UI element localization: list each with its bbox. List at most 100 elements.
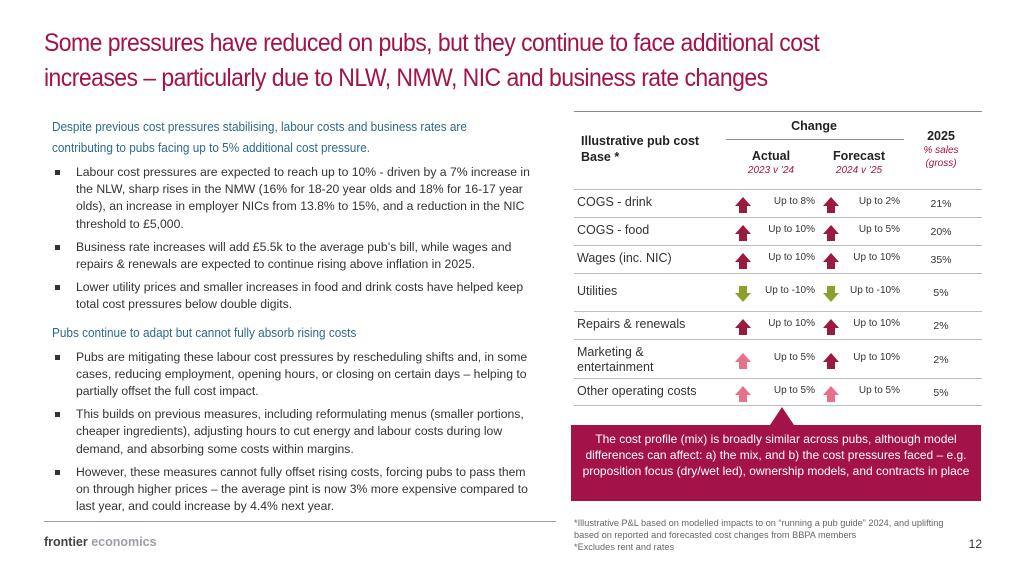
bullet-square-icon	[55, 412, 60, 418]
header-change: Change	[791, 119, 837, 133]
arrow-up-icon	[822, 196, 840, 214]
arrow-up-icon	[734, 224, 752, 242]
row-label: COGS - food	[577, 223, 649, 238]
arrow-down-icon	[822, 285, 840, 303]
bullet-text: However, these measures cannot fully off…	[76, 464, 528, 514]
header-2025: 2025	[927, 129, 955, 143]
bullet-square-icon	[55, 170, 60, 175]
row-label: Wages (inc. NIC)	[577, 251, 672, 266]
brand-name-part1: frontier	[44, 535, 88, 549]
row-label-line1: Wages (inc. NIC)	[577, 251, 672, 265]
actual-change: Up to 10%	[768, 318, 815, 329]
sales-share: 2%	[933, 353, 949, 366]
forecast-change: Up to 10%	[853, 351, 900, 363]
actual-change: Up to 10%	[768, 224, 815, 235]
title-line-1: Some pressures have reduced on pubs, but…	[44, 29, 820, 57]
row-label-line1: COGS - drink	[577, 195, 653, 209]
actual-change: Up to 10%	[768, 252, 815, 263]
row-label: Utilities	[577, 284, 617, 299]
arrow-up-icon	[734, 318, 752, 336]
footnote: *Illustrative P&L based on modelled impa…	[574, 517, 974, 553]
row-label: Marketing & entertainment	[577, 345, 653, 375]
slide-title: Some pressures have reduced on pubs, but…	[44, 26, 918, 96]
header-2025-sub: % sales (gross)	[914, 144, 968, 170]
table-row: Repairs & renewals Up to 10% Up to 10% 2%	[574, 311, 982, 340]
row-label-line2: entertainment	[577, 359, 654, 374]
bullet-item: Lower utility prices and smaller increas…	[52, 279, 542, 313]
row-label-line1: Repairs & renewals	[577, 317, 686, 331]
arrow-up-icon	[822, 318, 840, 336]
footer-rule	[44, 521, 556, 522]
forecast-change: Up to -10%	[849, 285, 900, 296]
table-row: Other operating costs Up to 5% Up to 5% 5%	[574, 378, 982, 407]
forecast-change: Up to 5%	[858, 385, 900, 396]
forecast-change: Up to 5%	[858, 224, 900, 235]
row-label-line1: Utilities	[577, 284, 618, 298]
bullet-item: Business rate increases will add £5.5k t…	[52, 239, 542, 273]
footnote-line3: *Excludes rent and rates	[574, 542, 675, 552]
arrow-up-icon	[822, 224, 840, 242]
sales-share: 2%	[933, 320, 949, 332]
arrow-up-icon	[734, 352, 752, 370]
sales-share: 35%	[930, 254, 952, 266]
page-number: 12	[968, 537, 982, 551]
footnote-line1: *Illustrative P&L based on modelled impa…	[574, 518, 944, 528]
bullet-item: Labour cost pressures are expected to re…	[52, 164, 542, 233]
bullet-item: Pubs are mitigating these labour cost pr…	[52, 349, 542, 401]
table-row: Utilities Up to -10% Up to -10% 5%	[574, 273, 982, 312]
header-2025-sub-line2: (gross)	[925, 158, 957, 169]
forecast-change: Up to 10%	[853, 252, 900, 263]
arrow-up-icon	[822, 352, 840, 370]
brand-name-part2: economics	[91, 535, 157, 549]
footnote-line2: based on reported and forecasted cost ch…	[574, 530, 857, 540]
bullet-text: Labour cost pressures are expected to re…	[76, 165, 530, 231]
section1-heading-line1: Despite previous cost pressures stabilis…	[52, 119, 467, 134]
section1-heading-line2: contributing to pubs facing up to 5% add…	[52, 140, 371, 155]
actual-change: Up to 5%	[773, 351, 815, 363]
title-line-2: increases – particularly due to NLW, NMW…	[44, 64, 768, 92]
bullet-text: Lower utility prices and smaller increas…	[76, 280, 524, 312]
arrow-up-icon	[734, 252, 752, 270]
brand-logo: frontier economics	[44, 535, 157, 549]
bullet-text: Pubs are mitigating these labour cost pr…	[76, 349, 528, 399]
table-row: COGS - drink Up to 8% Up to 2% 21%	[574, 189, 982, 218]
bullet-item: This builds on previous measures, includ…	[52, 406, 542, 458]
actual-change: Up to 8%	[773, 196, 815, 207]
arrow-up-icon	[734, 196, 752, 214]
bullet-text: Business rate increases will add £5.5k t…	[76, 239, 512, 272]
arrow-up-icon	[822, 385, 840, 403]
sales-share: 21%	[930, 198, 952, 210]
section2-heading: Pubs continue to adapt but cannot fully …	[52, 324, 357, 340]
header-cost-base: Illustrative pub cost Base *	[581, 133, 699, 165]
table-row: Wages (inc. NIC) Up to 10% Up to 10% 35%	[574, 245, 982, 274]
sales-share: 5%	[933, 387, 949, 399]
header-forecast-period: 2024 v ’25	[835, 165, 883, 176]
table-row: COGS - food Up to 10% Up to 5% 20%	[574, 217, 982, 246]
cost-table: Illustrative pub cost Base * Change Actu…	[574, 111, 982, 411]
callout-pointer	[770, 407, 794, 425]
bullet-square-icon	[55, 244, 60, 250]
row-label: COGS - drink	[577, 195, 652, 210]
header-forecast: Forecast	[832, 149, 886, 163]
forecast-change: Up to 10%	[853, 318, 900, 329]
bullet-text: This builds on previous measures, includ…	[76, 407, 524, 456]
table-row: Marketing & entertainment Up to 5% Up to 10…	[574, 339, 982, 379]
header-cost-base-line2: Base *	[581, 150, 620, 164]
arrow-up-icon	[822, 252, 840, 270]
header-cost-base-line1: Illustrative pub cost	[581, 134, 700, 148]
header-2025-sub-line1: % sales	[923, 145, 959, 156]
cost-profile-callout: The cost profile (mix) is broadly simila…	[571, 425, 981, 501]
actual-change: Up to -10%	[764, 285, 815, 296]
section1-heading: Despite previous cost pressures stabilis…	[52, 116, 530, 158]
sales-share: 20%	[930, 226, 952, 238]
bullet-square-icon	[55, 285, 60, 291]
table-top-rule	[574, 111, 982, 112]
bullet-item: However, these measures cannot fully off…	[52, 464, 542, 516]
header-change-rule	[726, 139, 904, 140]
arrow-up-icon	[734, 385, 752, 403]
sales-share: 5%	[933, 287, 949, 299]
table-bottom-rule	[574, 405, 982, 406]
row-label: Other operating costs	[577, 384, 697, 399]
actual-change: Up to 5%	[773, 385, 815, 396]
row-label: Repairs & renewals	[577, 317, 685, 332]
